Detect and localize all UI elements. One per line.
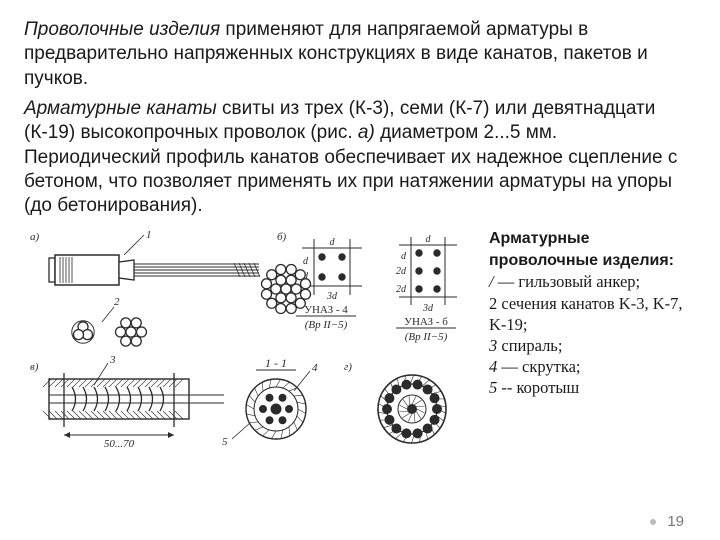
legend-1-v: — гильзовый анкер; [494,272,641,291]
svg-text:(Вр II−5): (Вр II−5) [405,331,448,343]
legend-title: Арматурные проволочные изделия: [489,230,674,269]
figure-legend: Арматурные проволочные изделия: / — гиль… [479,227,692,457]
svg-text:а): а) [30,231,40,243]
svg-text:d: d [426,234,432,245]
slide-dot-icon [650,519,656,525]
svg-text:1 - 1: 1 - 1 [265,356,287,370]
svg-text:3d: 3d [422,303,434,314]
svg-text:УНАЗ - б: УНАЗ - б [404,316,448,328]
p2-rest-em: а) [358,122,375,143]
svg-text:2d: 2d [396,266,407,277]
svg-text:d: d [330,237,336,248]
paragraph-2: Арматурные канаты свиты из трех (К-3), с… [24,97,692,219]
svg-text:4: 4 [312,362,318,374]
page-number: 19 [667,513,684,530]
figure: а)12б)dd2d3dУНАЗ - 4(Вр II−5)dd2d2d3dУНА… [24,227,479,457]
svg-text:d: d [303,256,309,267]
svg-text:5: 5 [222,436,228,448]
paragraph-1: Проволочные изделия применяют для напряг… [24,18,692,91]
p2-lead: Арматурные канаты [24,98,217,119]
legend-2: 2 сечения канатов K-3, K-7, K-19; [489,294,682,334]
p1-lead: Проволочные изделия [24,19,220,40]
legend-3-v: спираль; [497,336,562,355]
svg-text:г): г) [344,361,352,373]
svg-text:2d: 2d [396,284,407,295]
legend-5-k: 5 [489,378,497,397]
svg-text:d: d [401,251,407,262]
svg-text:в): в) [30,361,39,373]
svg-text:УНАЗ - 4: УНАЗ - 4 [304,304,348,316]
svg-text:3d: 3d [326,291,338,302]
svg-text:б): б) [277,231,287,243]
legend-5-v: -- коротыш [497,378,579,397]
svg-text:50...70: 50...70 [104,438,135,450]
svg-text:1: 1 [146,229,152,241]
legend-3-k: 3 [489,336,497,355]
svg-text:2: 2 [114,296,120,308]
svg-text:3: 3 [109,354,116,366]
legend-4-k: 4 [489,357,497,376]
legend-4-v: — скрутка; [497,357,580,376]
svg-text:(Вр II−5): (Вр II−5) [305,319,348,331]
